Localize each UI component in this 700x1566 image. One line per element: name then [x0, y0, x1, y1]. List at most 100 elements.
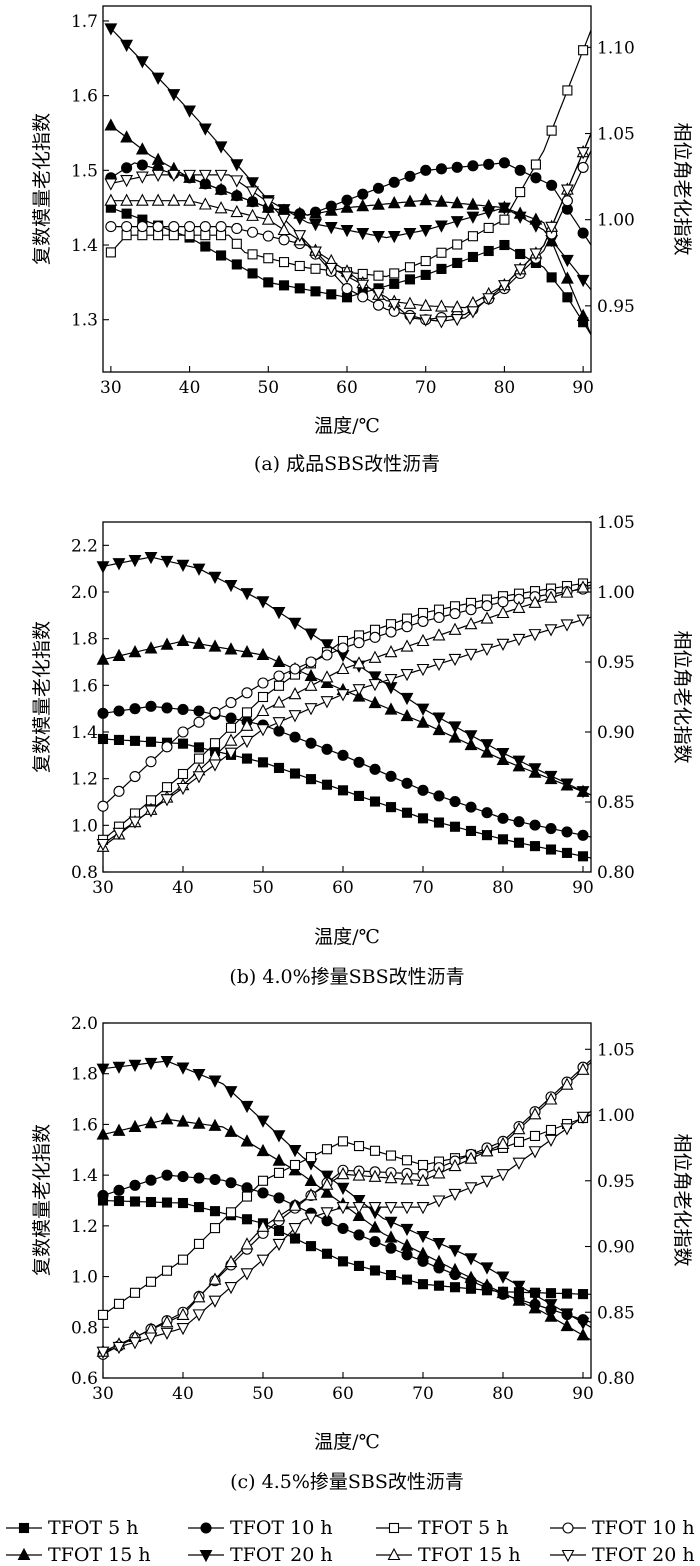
data-point	[417, 784, 429, 796]
data-point	[481, 600, 493, 612]
data-point	[309, 246, 322, 259]
legend-marker	[387, 1547, 401, 1561]
data-point	[467, 251, 478, 263]
y-tick-label-right: 0.90	[597, 1238, 635, 1258]
data-point	[544, 1299, 558, 1312]
y-tick-label-left: 2.0	[71, 583, 98, 603]
data-point	[576, 1111, 590, 1125]
x-tick-label: 50	[252, 1384, 274, 1404]
data-point	[310, 263, 321, 274]
data-point	[225, 712, 237, 724]
data-point	[465, 604, 477, 616]
data-point	[192, 1069, 206, 1082]
data-point	[576, 274, 590, 288]
data-point	[273, 670, 285, 682]
data-point	[273, 1167, 285, 1178]
data-point	[97, 800, 109, 812]
data-point	[272, 1238, 286, 1252]
data-point	[193, 1202, 205, 1213]
data-point	[193, 753, 205, 764]
data-point	[113, 734, 125, 745]
data-point	[368, 695, 382, 709]
data-point	[416, 633, 430, 647]
data-point	[529, 248, 543, 261]
data-point	[183, 193, 196, 206]
data-point	[176, 1114, 190, 1127]
data-point	[257, 677, 269, 689]
data-point	[372, 231, 385, 244]
data-point	[416, 1173, 430, 1186]
y-tick-label-right: 0.95	[597, 297, 635, 317]
data-point	[135, 142, 149, 155]
data-point	[497, 596, 509, 608]
y-tick-label-left: 1.6	[71, 676, 98, 696]
data-point	[416, 715, 430, 728]
data-point	[466, 306, 480, 319]
data-point	[145, 756, 157, 768]
series-line-tfot-15-h-left	[102, 640, 592, 796]
y-tick-label-left: 0.8	[71, 1318, 98, 1338]
data-point	[256, 1219, 270, 1232]
data-point	[160, 1055, 174, 1069]
data-point	[176, 1322, 190, 1336]
data-point	[256, 703, 270, 717]
series-line-tfot-5-h-left	[102, 1199, 592, 1295]
data-point	[499, 214, 510, 225]
data-point	[432, 1166, 446, 1179]
plot-frame	[102, 1022, 592, 1379]
data-point	[433, 611, 445, 624]
data-point	[246, 208, 259, 221]
data-point	[240, 588, 254, 601]
data-point	[257, 691, 269, 703]
data-point	[385, 1150, 397, 1161]
y-tick-label-left: 2.0	[71, 1014, 98, 1034]
data-point	[465, 825, 477, 836]
data-point	[224, 1254, 238, 1268]
data-point	[400, 639, 414, 652]
legend-marker	[200, 1522, 212, 1534]
x-axis-label: 温度/℃	[314, 1431, 380, 1453]
data-point	[241, 1182, 253, 1194]
data-point	[192, 771, 206, 784]
data-point	[336, 1182, 350, 1196]
data-point	[449, 821, 461, 832]
data-point	[482, 207, 496, 220]
data-point	[310, 286, 321, 297]
data-point	[545, 1124, 557, 1136]
data-point	[369, 1145, 381, 1156]
y-tick-label-left: 1.3	[71, 311, 98, 331]
data-point	[560, 184, 574, 197]
data-point	[304, 1212, 318, 1225]
data-point	[481, 830, 493, 841]
y-tick-label-left: 0.8	[71, 863, 98, 883]
data-point	[528, 763, 542, 776]
data-point	[160, 794, 174, 807]
data-point	[513, 1136, 525, 1147]
data-point	[167, 89, 181, 102]
data-point	[128, 816, 142, 829]
data-point	[96, 561, 110, 574]
x-tick-label: 90	[572, 378, 594, 398]
data-point	[560, 619, 574, 632]
data-point	[528, 595, 542, 608]
series-line-tfot-5-h-right	[102, 581, 592, 841]
legend-item: TFOT 5 h	[376, 1517, 509, 1539]
data-point	[337, 749, 349, 761]
data-point	[466, 197, 480, 210]
data-point	[145, 1196, 157, 1208]
data-point	[177, 768, 189, 780]
x-tick-label: 80	[494, 378, 516, 398]
y-tick-label-right: 0.85	[597, 793, 635, 813]
data-point	[416, 703, 430, 716]
data-point	[435, 299, 448, 312]
data-point	[247, 268, 258, 279]
x-tick-label: 80	[492, 878, 514, 898]
data-point	[368, 671, 382, 684]
data-point	[256, 1115, 270, 1128]
data-point	[177, 738, 189, 749]
data-point	[496, 1136, 510, 1150]
data-point	[384, 1170, 398, 1184]
data-point	[113, 705, 125, 717]
data-point	[449, 795, 461, 808]
data-point	[120, 130, 134, 143]
